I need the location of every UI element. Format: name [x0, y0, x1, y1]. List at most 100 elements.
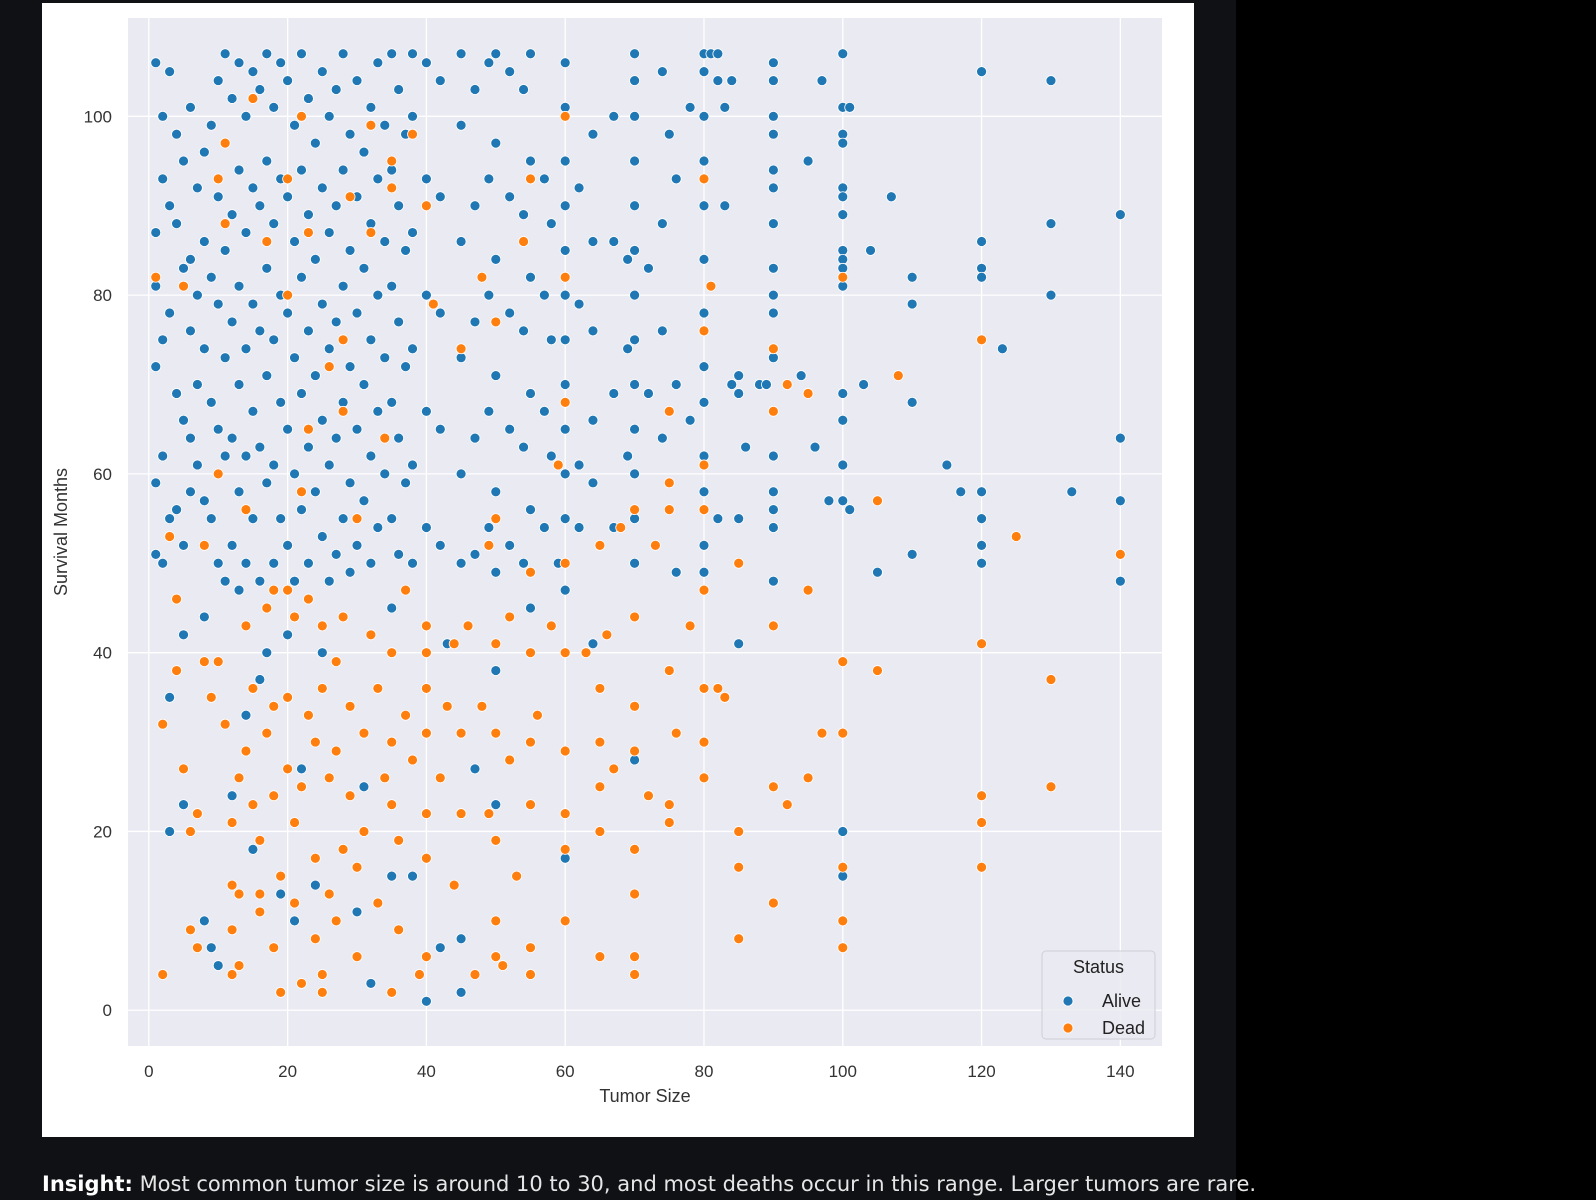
point-alive: [254, 84, 266, 95]
point-dead: [323, 772, 335, 784]
point-dead: [559, 745, 571, 757]
point-dead: [219, 218, 231, 230]
point-alive: [185, 486, 196, 498]
point-dead: [559, 396, 571, 408]
point-dead: [698, 772, 710, 784]
legend-title: Status: [1073, 957, 1124, 977]
point-alive: [587, 477, 599, 489]
point-dead: [268, 700, 280, 712]
point-dead: [289, 817, 300, 828]
x-tick-label: 40: [417, 1062, 436, 1081]
point-alive: [837, 48, 849, 60]
point-alive: [268, 218, 280, 230]
point-alive: [490, 799, 502, 811]
point-alive: [767, 75, 779, 86]
legend-marker-dead: [1062, 1022, 1074, 1034]
point-dead: [663, 817, 675, 828]
point-dead: [733, 826, 745, 837]
point-dead: [386, 799, 398, 811]
point-dead: [303, 709, 314, 721]
point-alive: [837, 182, 849, 194]
point-alive: [407, 870, 418, 882]
point-dead: [365, 629, 377, 641]
point-dead: [254, 835, 266, 846]
point-dead: [421, 200, 432, 212]
point-dead: [282, 763, 294, 775]
point-alive: [365, 101, 377, 113]
point-dead: [684, 620, 696, 632]
point-alive: [767, 504, 779, 516]
point-alive: [670, 566, 682, 578]
point-alive: [191, 379, 203, 390]
point-dead: [303, 227, 314, 238]
point-alive: [344, 477, 356, 489]
point-dead: [837, 861, 849, 873]
point-alive: [205, 396, 217, 408]
point-alive: [525, 504, 536, 516]
point-dead: [365, 119, 377, 131]
point-alive: [837, 262, 849, 274]
point-dead: [767, 781, 779, 793]
point-dead: [629, 969, 640, 980]
point-alive: [1114, 209, 1126, 221]
point-alive: [656, 218, 668, 230]
point-dead: [594, 826, 606, 837]
point-dead: [837, 727, 849, 739]
point-alive: [330, 84, 342, 95]
point-alive: [157, 334, 169, 346]
x-tick-label: 60: [556, 1062, 575, 1081]
point-alive: [885, 191, 897, 203]
point-dead: [303, 593, 314, 605]
point-dead: [580, 647, 592, 659]
point-alive: [545, 218, 557, 230]
point-dead: [448, 638, 460, 650]
point-dead: [205, 691, 217, 703]
point-dead: [455, 808, 467, 819]
point-alive: [261, 477, 273, 489]
point-alive: [323, 110, 335, 122]
point-alive: [205, 119, 217, 131]
point-alive: [157, 173, 169, 185]
point-dead: [552, 459, 564, 471]
point-dead: [490, 915, 502, 927]
point-alive: [178, 629, 189, 641]
point-dead: [629, 611, 640, 623]
point-alive: [955, 486, 967, 498]
point-dead: [663, 504, 675, 516]
legend: Status Alive Dead: [1041, 950, 1156, 1040]
point-alive: [996, 343, 1008, 355]
point-alive: [559, 584, 571, 596]
point-dead: [407, 128, 418, 140]
point-dead: [351, 513, 363, 524]
point-alive: [316, 66, 328, 78]
point-alive: [656, 432, 668, 444]
point-dead: [330, 656, 342, 668]
point-dead: [198, 656, 210, 668]
point-dead: [837, 271, 849, 283]
point-dead: [344, 191, 356, 203]
point-alive: [559, 155, 571, 167]
point-alive: [455, 352, 467, 364]
point-alive: [344, 128, 356, 140]
point-dead: [698, 584, 710, 596]
point-alive: [483, 405, 495, 417]
point-dead: [303, 423, 314, 435]
point-dead: [219, 137, 231, 149]
point-alive: [309, 879, 321, 891]
point-dead: [323, 888, 335, 900]
point-dead: [781, 799, 793, 811]
point-alive: [698, 450, 710, 462]
point-alive: [712, 75, 724, 86]
point-alive: [372, 57, 384, 69]
point-alive: [400, 361, 411, 373]
point-dead: [525, 942, 536, 954]
point-alive: [518, 209, 529, 221]
point-dead: [434, 772, 446, 784]
point-alive: [407, 557, 418, 569]
point-alive: [976, 513, 987, 524]
point-alive: [629, 245, 640, 256]
point-alive: [629, 200, 640, 212]
point-alive: [483, 57, 495, 69]
point-dead: [698, 173, 710, 185]
point-alive: [226, 432, 238, 444]
